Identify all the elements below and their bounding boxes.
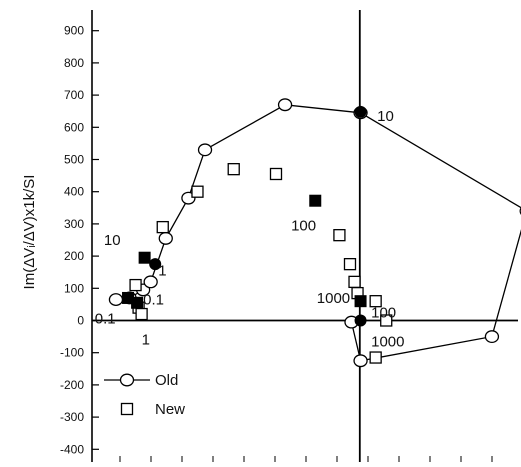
series-circle-filled	[149, 105, 367, 327]
series-square-filled	[122, 194, 367, 309]
annotation-label: 1000	[317, 290, 350, 307]
data-point	[354, 314, 367, 327]
data-point	[353, 354, 368, 368]
annotation-label: 0.1	[95, 311, 116, 328]
y-tick-label: -400	[60, 442, 84, 456]
data-point	[191, 185, 204, 198]
data-point	[135, 307, 148, 321]
data-point	[269, 167, 283, 181]
y-tick-label: 0	[77, 314, 84, 328]
annotation-label: 100	[291, 217, 316, 234]
data-point	[129, 278, 142, 292]
data-point	[156, 220, 169, 234]
annotation-label: 100	[371, 304, 396, 321]
series-layer	[108, 98, 521, 368]
data-point	[227, 163, 240, 176]
data-point	[348, 275, 361, 289]
annotation-label: 10	[377, 108, 394, 125]
y-tick-label: -100	[60, 346, 84, 360]
data-point	[131, 296, 144, 309]
legend-label: Old	[155, 372, 178, 389]
data-point	[484, 330, 500, 344]
y-tick-label: 600	[64, 120, 84, 134]
y-tick-label: 100	[64, 281, 84, 295]
legend-label: New	[155, 401, 185, 418]
data-point	[343, 257, 357, 271]
data-point	[149, 258, 162, 271]
annotation-label: 1	[142, 332, 150, 349]
series-line	[115, 104, 521, 362]
data-point	[277, 98, 293, 112]
data-point	[138, 251, 151, 264]
annotation-label: 1000	[371, 333, 404, 350]
data-point	[380, 314, 393, 327]
y-tick-label: 800	[64, 56, 84, 70]
y-tick-label: 700	[64, 88, 84, 102]
y-tick-label: 400	[64, 185, 84, 199]
data-point	[143, 275, 158, 289]
data-point	[354, 295, 367, 308]
annotations: 10 100 10 1 0.1 0.1 1 1000 100 1000	[95, 108, 405, 350]
annotation-label: 0.1	[143, 291, 164, 308]
y-axis-title: Im(ΔVᵢ/ΔV)x1k/SI	[21, 175, 38, 290]
annotation-label: 1	[158, 262, 166, 279]
legend: Old New	[104, 372, 185, 418]
data-point	[333, 229, 346, 242]
reference-lines	[92, 10, 518, 462]
data-point	[309, 194, 322, 207]
legend-marker	[119, 373, 135, 387]
y-tick-label: -300	[60, 410, 84, 424]
annotation-label: 10	[104, 232, 121, 249]
y-tick-label: 300	[64, 217, 84, 231]
data-point	[369, 295, 382, 308]
data-point	[158, 231, 173, 245]
y-tick-label: 200	[64, 249, 84, 263]
y-axis-ticks: -400 -300 -200 -100 0 100 200 300 400 500 600 700 80…	[60, 24, 493, 462]
y-tick-label: -200	[60, 378, 84, 392]
y-tick-label: 500	[64, 153, 84, 167]
series-new	[129, 163, 393, 364]
y-tick-label: 900	[64, 24, 84, 38]
data-point	[354, 105, 367, 118]
legend-marker	[120, 402, 134, 416]
data-point	[122, 291, 135, 304]
data-point	[197, 143, 213, 157]
data-point	[369, 351, 382, 364]
data-point	[108, 293, 124, 307]
